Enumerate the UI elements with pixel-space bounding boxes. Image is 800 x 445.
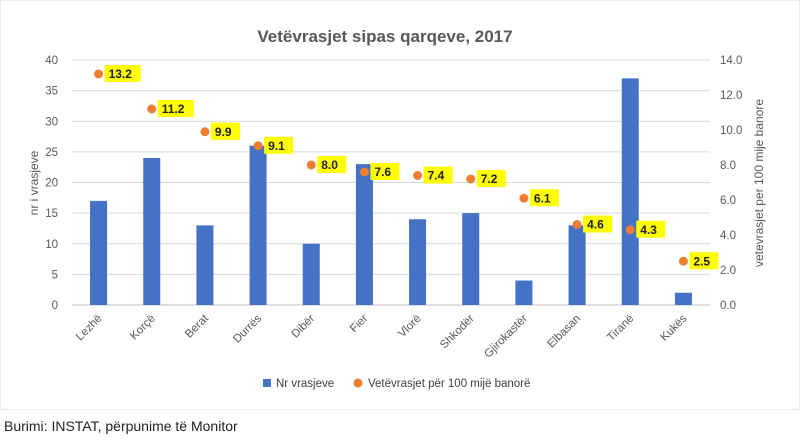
bar	[249, 145, 267, 305]
y2-tick-label: 12.0	[720, 90, 742, 102]
y-tick-label: 15	[45, 208, 58, 220]
y2-tick-label: 2.0	[720, 265, 736, 277]
source-note: Burimi: INSTAT, përpunime të Monitor	[4, 418, 238, 434]
point	[200, 127, 210, 137]
legend: Nr vrasjeve Vetëvrasjet për 100 mijë ban…	[263, 378, 530, 390]
point	[519, 193, 529, 203]
data-label: 7.4	[428, 169, 445, 183]
data-label-highlight	[476, 170, 506, 187]
y2-tick-label: 4.0	[720, 230, 736, 242]
y2-tick-label: 8.0	[720, 160, 736, 172]
legend-entry-points: Vetëvrasjet për 100 mijë banorë	[368, 378, 530, 390]
chart-title: Vetëvrasjet sipas qarqeve, 2017	[257, 27, 512, 46]
points: 13.2 11.2 9.9 9.1 8.0 7.6 7.4 7.2 6.1 4.6 4.3 2.5	[94, 65, 719, 270]
data-label-highlight	[529, 189, 559, 207]
bar	[515, 280, 533, 305]
data-label-highlight	[317, 156, 347, 173]
data-label: 6.1	[534, 191, 551, 205]
point	[147, 104, 157, 114]
y2-axis-label: vetevrasjet per 100 mije banore	[752, 99, 766, 267]
y-tick-label: 35	[45, 86, 58, 98]
data-label-highlight	[157, 100, 194, 117]
data-label: 7.2	[481, 172, 498, 186]
bar	[674, 292, 692, 305]
y2-tick-label: 0.0	[720, 300, 736, 312]
data-label-highlight	[423, 166, 453, 184]
gridlines	[72, 59, 710, 306]
bar	[409, 219, 427, 305]
data-label: 4.3	[640, 223, 657, 237]
data-label-highlight	[210, 122, 240, 140]
chart-border	[0, 0, 800, 410]
bar	[621, 78, 639, 305]
bar	[302, 243, 320, 305]
legend-swatch-points	[353, 378, 363, 388]
y-axis-label: nr i vrasjeve	[27, 150, 41, 215]
bar	[568, 225, 586, 305]
bar	[196, 225, 214, 305]
y-tick-label: 10	[45, 239, 58, 251]
data-label: 8.0	[321, 158, 338, 172]
point	[678, 256, 688, 266]
point	[359, 167, 369, 177]
data-label-highlight	[370, 163, 400, 180]
data-label: 2.5	[693, 254, 710, 268]
bar	[462, 213, 480, 305]
data-label: 13.2	[109, 67, 133, 81]
bar	[143, 158, 161, 305]
y2-tick-label: 6.0	[720, 195, 736, 207]
bar	[90, 200, 108, 305]
y-tick-label: 30	[45, 116, 58, 128]
data-label: 4.6	[587, 218, 604, 232]
bars	[90, 78, 692, 305]
point	[94, 69, 104, 79]
y-tick-label: 20	[45, 178, 58, 190]
y2-tick-label: 10.0	[720, 125, 742, 137]
data-label-highlight	[264, 136, 294, 154]
point	[413, 171, 423, 180]
y-tick-label: 25	[45, 147, 58, 159]
bar	[355, 164, 373, 305]
y-tick-label: 40	[45, 55, 58, 67]
data-label: 11.2	[162, 102, 185, 116]
legend-entry-bars: Nr vrasjeve	[276, 378, 334, 390]
legend-swatch-bars	[263, 379, 271, 387]
data-label: 9.1	[268, 139, 285, 153]
data-label: 9.9	[215, 125, 232, 139]
point	[306, 160, 316, 170]
point	[253, 141, 263, 151]
chart-svg: Vetëvrasjet sipas qarqeve, 2017 13.2 11.2…	[0, 0, 800, 410]
chart-frame: Vetëvrasjet sipas qarqeve, 2017 13.2 11.2…	[0, 0, 800, 410]
point	[625, 225, 635, 235]
data-label-highlight	[636, 220, 666, 238]
y2-tick-label: 14.0	[720, 55, 742, 67]
point	[466, 174, 476, 184]
point	[572, 220, 582, 229]
data-label: 7.6	[374, 165, 391, 179]
data-label-highlight	[689, 252, 719, 270]
data-label-highlight	[104, 65, 141, 82]
data-label-highlight	[583, 215, 613, 233]
y-tick-label: 0	[52, 300, 58, 312]
y-tick-label: 5	[52, 269, 58, 281]
